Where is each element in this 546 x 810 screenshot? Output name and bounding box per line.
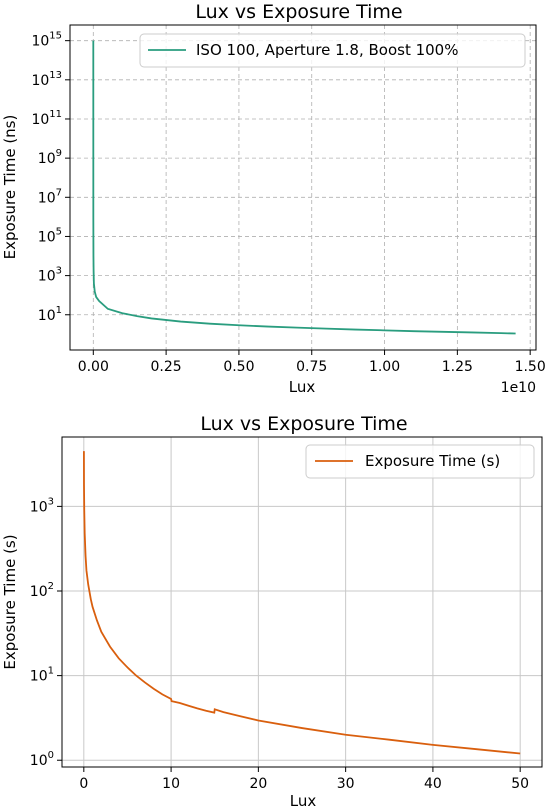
x-tick-label: 0 xyxy=(79,776,88,792)
x-tick-label: 1.00 xyxy=(369,359,400,375)
y-tick-label: 1015 xyxy=(31,31,62,50)
chart-1-title: Lux vs Exposure Time xyxy=(195,1,402,23)
x-tick-label: 30 xyxy=(337,776,355,792)
chart-1-legend-box xyxy=(139,33,526,68)
chart-2: Lux vs Exposure Time 0 10 20 30 40 50 1001011… xyxy=(1,413,543,810)
x-tick-label: 1.50 xyxy=(515,359,546,375)
x-tick-label: 0.25 xyxy=(151,359,182,375)
chart-2-axes-frame xyxy=(61,436,543,768)
y-tick-label: 109 xyxy=(38,148,62,167)
y-tick-label: 101 xyxy=(30,666,54,685)
chart-2-title: Lux vs Exposure Time xyxy=(200,413,407,435)
y-tick-label: 102 xyxy=(30,581,54,600)
y-tick-label: 101 xyxy=(38,305,62,324)
chart-1-grid xyxy=(70,25,536,350)
chart-2-legend: Exposure Time (s) xyxy=(305,444,535,479)
chart-1: Lux vs Exposure Time 0.00 0.25 0.50 0.75 1.0… xyxy=(1,1,546,396)
x-tick-label: 50 xyxy=(511,776,529,792)
x-tick-label: 1.25 xyxy=(442,359,473,375)
chart-1-axes-frame xyxy=(69,24,537,351)
chart-2-grid xyxy=(62,437,542,767)
chart-1-legend: ISO 100, Aperture 1.8, Boost 100% xyxy=(139,33,526,68)
chart-2-legend-box xyxy=(305,444,535,479)
chart-2-x-label: Lux xyxy=(290,792,317,810)
chart-1-x-label: Lux xyxy=(289,378,316,396)
y-tick-label: 103 xyxy=(38,266,62,285)
y-tick-label: 105 xyxy=(38,226,62,245)
chart-1-y-ticks: 101 103 105 107 109 1011 1013 1015 xyxy=(31,31,70,324)
x-tick-label: 20 xyxy=(249,776,267,792)
y-tick-label: 1011 xyxy=(31,109,62,128)
chart-1-series-line xyxy=(92,40,516,335)
y-tick-label: 1013 xyxy=(31,70,62,89)
chart-2-y-label: Exposure Time (s) xyxy=(1,534,19,669)
chart-1-x-ticks: 0.00 0.25 0.50 0.75 1.00 1.25 1.50 xyxy=(78,350,546,375)
x-tick-label: 0.00 xyxy=(78,359,109,375)
chart-2-y-ticks: 100 101 102 103 xyxy=(30,496,62,769)
chart-1-legend-label: ISO 100, Aperture 1.8, Boost 100% xyxy=(196,41,458,59)
x-tick-label: 10 xyxy=(162,776,180,792)
chart-2-series-line xyxy=(83,451,521,755)
chart-2-x-ticks: 0 10 20 30 40 50 xyxy=(79,767,529,792)
chart-1-x-offset-label: 1e10 xyxy=(501,380,536,396)
y-tick-label: 107 xyxy=(38,187,62,206)
chart-1-y-label: Exposure Time (ns) xyxy=(1,115,19,260)
x-tick-label: 40 xyxy=(424,776,442,792)
y-tick-label: 103 xyxy=(30,496,54,515)
x-tick-label: 0.50 xyxy=(223,359,254,375)
x-tick-label: 0.75 xyxy=(296,359,327,375)
y-tick-label: 100 xyxy=(30,750,54,769)
chart-2-legend-label: Exposure Time (s) xyxy=(365,452,500,470)
